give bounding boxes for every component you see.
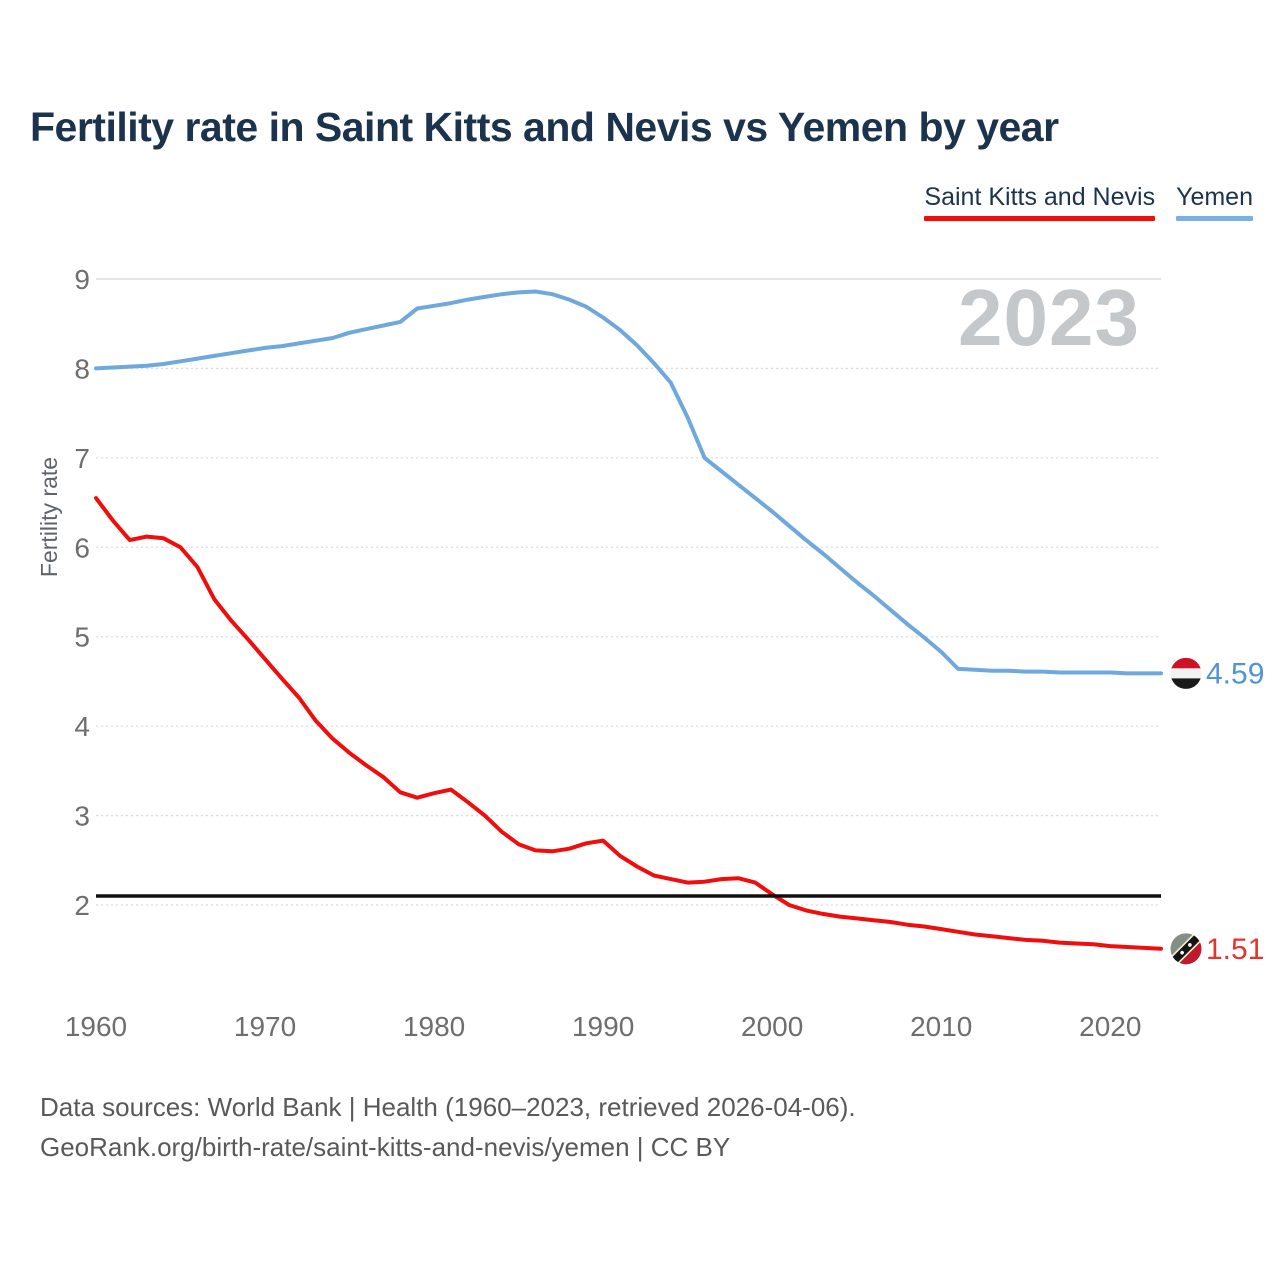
x-tick-label: 1980 (403, 1011, 465, 1042)
series-line-saint-kitts-and-nevis (94, 496, 1163, 951)
y-tick-label: 4 (74, 711, 90, 742)
watermark-year: 2023 (958, 273, 1140, 362)
gridlines (96, 278, 1161, 906)
yemen-end-value-label: 4.59 (1206, 657, 1264, 690)
y-axis-tick-labels: 2 3 4 5 6 7 8 9 (74, 264, 90, 921)
series-line-yemen (94, 289, 1163, 676)
footer: Data sources: World Bank | Health (1960–… (40, 1087, 856, 1167)
y-tick-label: 2 (74, 890, 90, 921)
x-axis-tick-labels: 1960 1970 1980 1990 2000 2010 2020 (65, 1011, 1142, 1042)
x-tick-label: 1990 (572, 1011, 634, 1042)
attribution-line: GeoRank.org/birth-rate/saint-kitts-and-n… (40, 1132, 731, 1162)
page-title: Fertility rate in Saint Kitts and Nevis … (30, 104, 1059, 150)
yemen-flag-icon (1168, 655, 1204, 691)
legend-item-yemen: Yemen (1176, 183, 1253, 221)
legend-color-bar-yemen (1176, 215, 1253, 221)
y-tick-label: 3 (74, 801, 90, 832)
legend: Saint Kitts and Nevis Yemen (924, 183, 1253, 221)
data-sources-line: Data sources: World Bank | Health (1960–… (40, 1092, 856, 1122)
x-tick-label: 1970 (234, 1011, 296, 1042)
skn-end-value-label: 1.51 (1206, 933, 1264, 966)
y-axis-title: Fertility rate (36, 457, 62, 577)
legend-label-saint-kitts-and-nevis: Saint Kitts and Nevis (924, 183, 1156, 211)
legend-item-saint-kitts-and-nevis: Saint Kitts and Nevis (924, 183, 1156, 221)
y-tick-label: 5 (74, 622, 90, 653)
legend-color-bar-saint-kitts-and-nevis (924, 215, 1156, 221)
saint-kitts-and-nevis-flag-icon (1168, 931, 1204, 967)
y-tick-label: 8 (74, 353, 90, 384)
x-tick-label: 2000 (741, 1011, 803, 1042)
legend-label-yemen: Yemen (1176, 183, 1253, 211)
x-tick-label: 1960 (65, 1011, 127, 1042)
series-lines (94, 289, 1163, 951)
y-tick-label: 9 (74, 264, 90, 295)
x-tick-label: 2010 (910, 1011, 972, 1042)
y-tick-label: 6 (74, 532, 90, 563)
x-tick-label: 2020 (1079, 1011, 1141, 1042)
y-tick-label: 7 (74, 443, 90, 474)
